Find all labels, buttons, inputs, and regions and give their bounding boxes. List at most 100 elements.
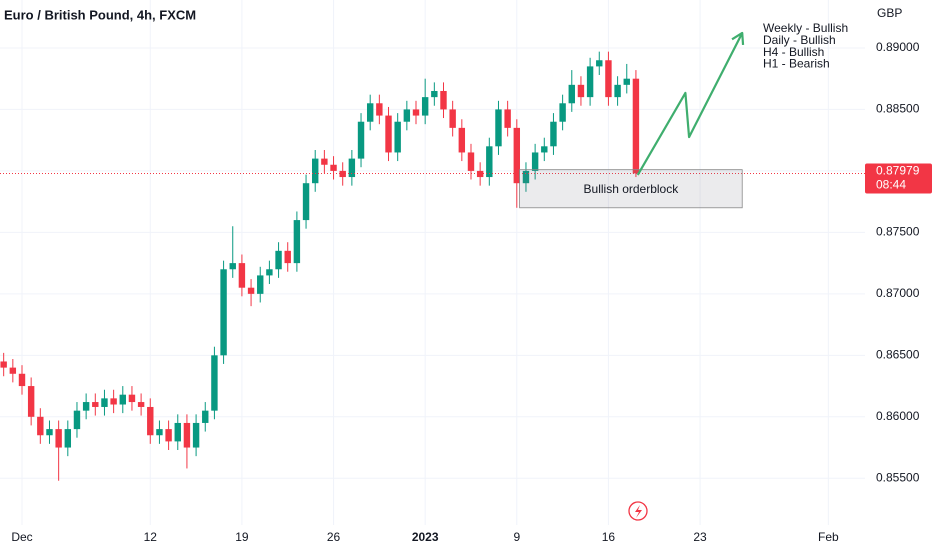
candle-body [458,127,466,153]
last-price-box [865,163,932,194]
projection-path [636,32,744,176]
x-tick-label: 9 [513,530,520,544]
y-tick-label: 0.87500 [876,225,920,239]
x-tick-label: 19 [235,530,249,544]
orderblock-zone [519,169,743,209]
candle-body [229,263,236,270]
candle-body [37,416,44,436]
candle-body [174,422,181,442]
candle-body [431,90,438,98]
candle-body [119,394,126,405]
candle-body [64,429,72,448]
candle-body [541,146,548,153]
lightning-icon[interactable] [628,501,648,521]
candle-body [92,402,99,407]
candle-body [467,152,475,171]
candle-body [110,398,117,405]
candle-body [330,164,337,171]
y-tick-label: 0.87000 [876,286,920,300]
bias-note: Daily - Bullish [763,33,836,47]
candle-body [101,398,108,407]
candle-body [614,84,621,98]
candle-body [522,170,530,184]
candle-body [550,121,557,147]
y-tick-label: 0.88500 [876,102,920,116]
orderblock-label: Bullish orderblock [584,182,680,196]
candle-body [394,121,401,153]
candle-body [357,121,365,159]
bias-note: H4 - Bullish [763,45,824,59]
candle-body [513,127,521,184]
candle-body [486,146,493,178]
candle-body [156,429,163,436]
countdown-label: 08:44 [876,178,906,192]
candle-body [495,109,502,147]
candle-body [73,410,81,430]
y-tick-label: 0.86500 [876,347,920,361]
candle-body [366,103,374,122]
candle-body [449,109,456,128]
candle-body [147,406,154,436]
candle-body [0,361,7,368]
candle-body [275,250,282,270]
candle-body [632,78,640,174]
candle-body [321,158,328,165]
candle-body [421,97,429,116]
x-tick-label: 2023 [412,530,439,544]
candle-body [211,355,218,411]
x-tick-label: 12 [144,530,158,544]
candle-body [257,275,264,294]
candle-body [605,60,612,98]
candle-body [192,422,200,448]
candle-body [577,84,585,98]
candle-body [55,429,62,448]
candle-body [312,158,319,184]
candle-body [348,158,356,178]
candle-body [623,78,630,85]
candle-body [266,269,273,276]
chart-title: Euro / British Pound, 4h, FXCM [4,7,196,22]
candle-body [247,287,255,294]
x-tick-label: 26 [327,530,341,544]
x-tick-label: Feb [818,530,839,544]
candle-body [82,402,90,411]
y-tick-label: 0.86000 [876,409,920,423]
bias-note: H1 - Bearish [763,57,830,71]
icon-bolt[interactable] [635,505,642,518]
last-price-label: 0.87979 [876,164,920,178]
y-tick-label: 0.89000 [876,40,920,54]
candle-body [376,103,383,116]
candle-body [531,152,539,171]
candle-body [440,90,447,110]
candle-body [220,269,227,356]
candle-body [183,422,191,448]
grid [0,0,865,525]
candle-body [412,109,420,116]
candle-body [504,109,511,128]
x-tick-label: Dec [11,530,32,544]
candle-body [9,367,17,374]
candle-body [302,183,310,221]
candle-body [202,410,209,423]
projection-arrowhead [731,31,745,45]
y-tick-label: 0.85500 [876,470,920,484]
candle-body [27,386,35,417]
currency-label: GBP [877,6,902,20]
candle-body [165,429,172,442]
candle-body [596,60,603,67]
x-tick-label: 23 [693,530,707,544]
candle-body [128,394,136,403]
candle-body [403,109,411,122]
candle-body [238,263,246,288]
candle-body [137,402,145,407]
candle-body [18,373,26,387]
candle-body [284,250,291,264]
candle-body [559,103,566,122]
bias-note: Weekly - Bullish [763,21,848,35]
plot [0,51,865,481]
candle-body [293,220,301,264]
candle-body [46,429,53,436]
